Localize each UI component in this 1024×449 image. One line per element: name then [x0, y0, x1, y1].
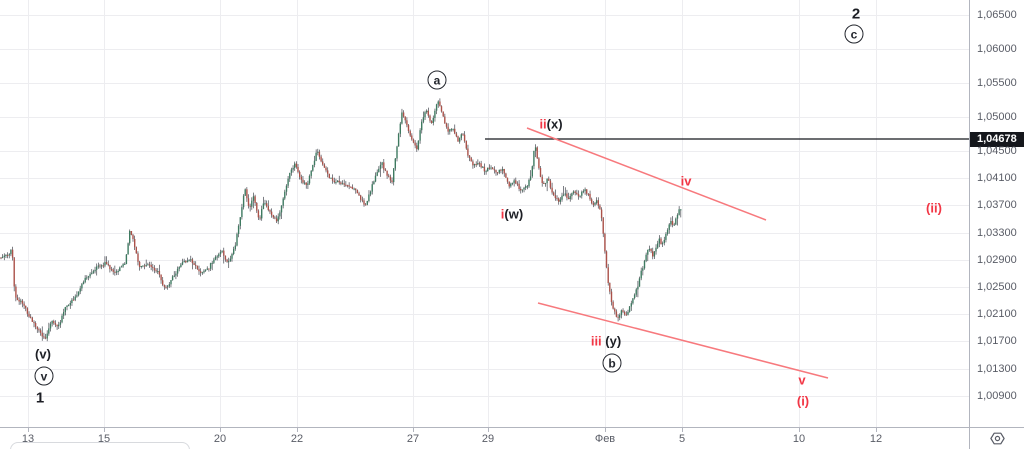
- current-price-badge: 1,04678: [970, 132, 1024, 147]
- time-axis-tick: [297, 428, 298, 432]
- time-axis-tick: [28, 428, 29, 432]
- time-axis-tick: [413, 428, 414, 432]
- time-axis-tick: [876, 428, 877, 432]
- trendline-upper[interactable]: [526, 127, 767, 221]
- price-axis-label: 1,02100: [977, 308, 1017, 320]
- price-axis-label: 1,03300: [977, 227, 1017, 239]
- time-axis-label: 20: [213, 433, 227, 445]
- time-axis-label: 12: [869, 433, 883, 445]
- trendline-lower[interactable]: [537, 302, 829, 379]
- toast-fragment: [10, 442, 190, 449]
- price-axis-label: 1,05000: [977, 111, 1017, 123]
- price-axis[interactable]: 1,04678 1,06500 1,06000 1,05500 1,05000 1,04…: [969, 0, 1024, 449]
- gridlines: [0, 0, 969, 427]
- price-axis-label: 1,02900: [977, 254, 1017, 266]
- time-axis-label: 22: [290, 433, 304, 445]
- axis-corner: [969, 427, 1024, 449]
- candlestick-chart[interactable]: [0, 0, 969, 427]
- chart-pane[interactable]: (v) 1 2 ii(x) i(w) iv (ii) iii (y) v (i) a b c v: [0, 0, 969, 427]
- price-axis-label: 1,06000: [977, 43, 1017, 55]
- time-axis-label: 29: [481, 433, 495, 445]
- price-axis-label: 1,05500: [977, 77, 1017, 89]
- time-axis-label: 27: [406, 433, 420, 445]
- scale-settings-icon[interactable]: [989, 430, 1006, 447]
- time-axis-label: 5: [678, 433, 686, 445]
- time-axis-tick: [799, 428, 800, 432]
- price-axis-label: 1,06500: [977, 9, 1017, 21]
- price-axis-label: 1,04500: [977, 145, 1017, 157]
- candles: [0, 98, 682, 342]
- price-axis-label: 1,00900: [977, 390, 1017, 402]
- time-axis-tick: [488, 428, 489, 432]
- drawing-lines[interactable]: [485, 127, 969, 379]
- price-axis-label: 1,01300: [977, 363, 1017, 375]
- time-axis-tick: [605, 428, 606, 432]
- price-axis-label: 1,03700: [977, 199, 1017, 211]
- price-axis-label: 1,04100: [977, 172, 1017, 184]
- price-axis-label: 1,02500: [977, 281, 1017, 293]
- time-axis-tick: [104, 428, 105, 432]
- price-axis-label: 1,01700: [977, 335, 1017, 347]
- time-axis-tick: [220, 428, 221, 432]
- time-axis-label: Фев: [594, 433, 616, 445]
- time-axis-label: 10: [792, 433, 806, 445]
- time-axis-tick: [682, 428, 683, 432]
